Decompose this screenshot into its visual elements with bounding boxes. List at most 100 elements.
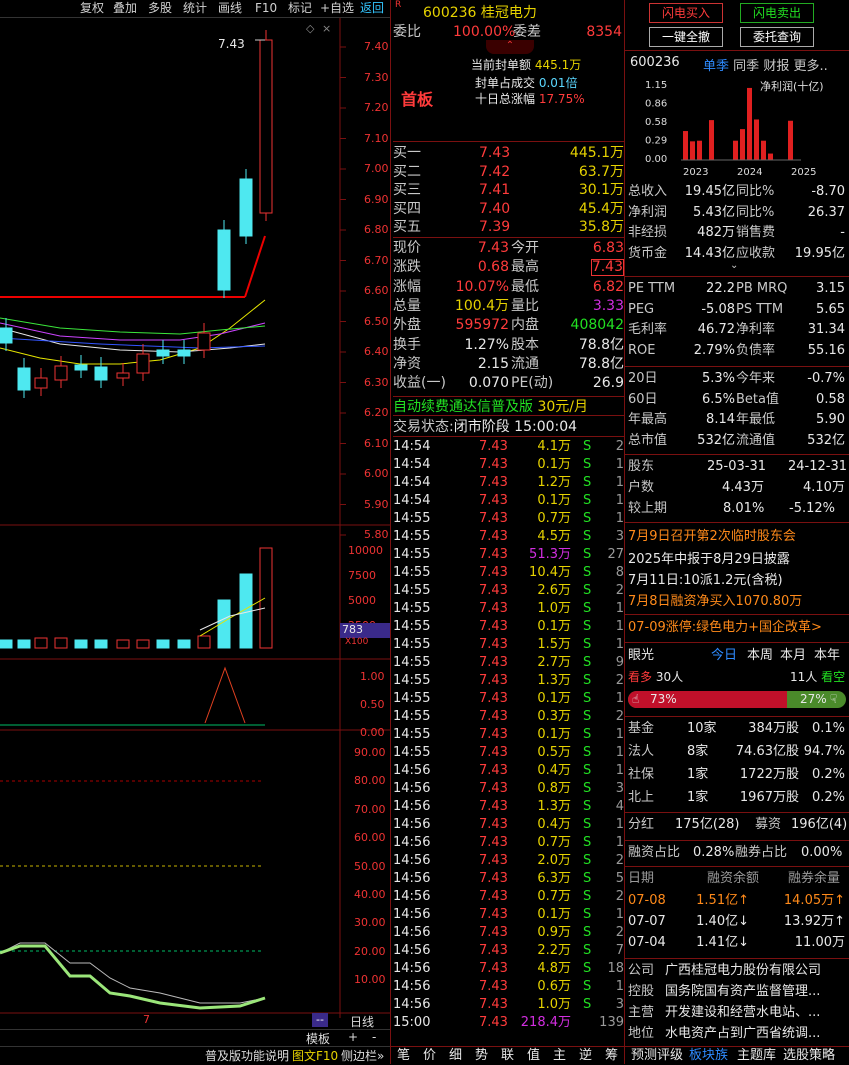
bid-row[interactable]: 买一 7.43 445.1万 [393,145,624,161]
indicator2-tick: 60.00 [354,831,386,845]
company-value[interactable]: 国务院国有资产监督管理... [665,984,821,999]
bottom-tab[interactable]: 主 [553,1048,567,1063]
news-item[interactable]: 7月8日融资净买入1070.80万 [628,594,803,609]
toolbar-draw[interactable]: 画线 [218,1,243,15]
candle [136,353,150,374]
indicator1-axis: 1.00 0.50 0.00 [360,670,385,739]
val-label: 负债率 [736,342,776,358]
svg-text:2025: 2025 [791,167,816,178]
template-button[interactable]: 模板 [306,1032,331,1046]
bid-row[interactable]: 买二 7.42 63.7万 [393,163,624,180]
tick-row: 14:56 7.43 1.0万 S 3 [393,997,624,1012]
bid-row[interactable]: 买三 7.41 30.1万 [393,182,624,198]
zoom-out-button[interactable]: - [372,1030,377,1044]
val-value: -5.08 [701,301,735,317]
tick-row: 14:54 7.43 1.2万 S 1 [393,475,624,490]
sector-link[interactable]: 板块族 [689,1048,729,1063]
rating-link[interactable]: 预测评级 [631,1048,684,1063]
val-value: 2.79% [693,342,735,358]
performance-table: 20日 5.3% 今年来 -0.7% 60日 6.5% Beta值 0.58 年最高 8.14 年最… [625,366,849,450]
toolbar-fuquan[interactable]: 复权 [80,1,105,15]
candle [17,367,31,391]
volume-unit: X100 [345,637,369,647]
bottom-tab[interactable]: 细 [449,1048,463,1063]
toolbar-f10[interactable]: F10 [255,1,278,15]
expand-icon[interactable]: ⌄ [730,260,739,271]
collapse-up-icon[interactable]: ⌃ [486,40,534,54]
bottom-tab[interactable]: 价 [423,1048,437,1063]
profit-tick: 0.00 [645,154,667,165]
f10-link[interactable]: 图文F10 [292,1049,339,1063]
promo-banner[interactable]: 自动续费通达信普及版 30元/月 [393,396,624,416]
company-value[interactable]: 水电资产占到广西省统调... [665,1026,821,1041]
tab-week[interactable]: 本周 [747,648,774,663]
news-item[interactable]: 7月11日:10派1.2元(含税) [628,573,783,588]
feature-help-link[interactable]: 普及版功能说明 [205,1049,290,1063]
sidebar-toggle[interactable]: 侧边栏» [341,1049,385,1063]
tab-quarter[interactable]: 单季 [703,59,730,74]
profit-bar [788,120,793,160]
fin-code: 600236 [630,55,680,70]
volume-bar [136,639,150,649]
toolbar-stats[interactable]: 统计 [183,1,208,15]
tick-row: 14:55 7.43 1.0万 S 1 [393,601,624,616]
volume-bar [17,639,31,649]
tick-row: 14:55 7.43 0.1万 S 1 [393,619,624,634]
tab-today[interactable]: 今日 [711,648,738,663]
toolbar-overlay[interactable]: 叠加 [113,1,138,15]
volume-bar [0,639,13,649]
theme-link[interactable]: 主题库 [737,1048,777,1063]
bottom-tab[interactable]: 联 [501,1048,515,1063]
zoom-in-button[interactable]: + [348,1030,359,1044]
toolbar-add-watch[interactable]: +自选 [320,1,355,15]
toolbar-mark[interactable]: 标记 [288,1,313,15]
price-tick: 6.80 [364,223,389,236]
tab-yoy[interactable]: 同季 [733,59,760,74]
period-selector[interactable]: 日线 [350,1015,375,1029]
bottom-tab[interactable]: 逆 [579,1048,593,1063]
bottom-tab[interactable]: 值 [527,1048,541,1063]
tab-more[interactable]: 更多.. [793,59,828,74]
indicator2-tick: 40.00 [354,888,386,901]
tick-list[interactable]: 14:54 7.43 4.1万 S 2 14:54 7.43 0.1万 S 1 14:54 7.43 1… [393,438,624,1034]
chart-area[interactable]: 复权 叠加 多股 统计 画线 F10 标记 +自选 返回 ◇ × [0,0,390,1064]
cancel-all-button[interactable]: 一键全撤 [649,27,723,47]
perf-label: 今年来 [736,371,776,386]
toolbar-back[interactable]: 返回 [360,1,385,15]
thumbs-up-icon: ☝ [632,692,640,706]
profit-bar [690,141,695,160]
weibi-row: 委比 100.00% 委差 8354 [393,24,622,40]
news-item[interactable]: 7月9日召开第2次临时股东会 [628,529,796,544]
flash-buy-button[interactable]: 闪电买入 [649,3,723,23]
tab-month[interactable]: 本月 [780,648,807,663]
margin-balance: 1.51亿↑ [696,893,749,908]
flash-sell-button[interactable]: 闪电卖出 [740,3,814,23]
bottom-tab[interactable]: 笔 [397,1048,411,1063]
company-value[interactable]: 开发建设和经营水电站、... [665,1005,821,1020]
val-label: PS TTM [736,301,784,317]
strategy-link[interactable]: 选股策略 [783,1048,836,1063]
bottom-tabs: 笔价细势联值主逆筹 [391,1046,624,1064]
news-item[interactable]: 2025年中报于8月29日披露 [628,552,790,567]
toolbar-multi[interactable]: 多股 [148,1,173,15]
institution-table: 基金 10家 384万股 0.1% 法人 8家 74.63亿股 94.7% 社保 1家 1722万股… [625,716,849,812]
tab-year[interactable]: 本年 [814,648,841,663]
company-value[interactable]: 广西桂冠电力股份有限公司 [665,963,822,978]
tick-row: 14:55 7.43 4.5万 S 3 [393,529,624,544]
bid-row[interactable]: 买四 7.40 45.4万 [393,200,624,217]
tab-report[interactable]: 财报 [763,59,790,74]
val-label: ROE [628,342,656,358]
quote-row: 涨幅 10.07% 最低 6.82 [393,278,624,295]
limit-up-reason[interactable]: 07-09涨停:绿色电力+国企改革> [625,614,849,640]
fin-value: 19.45亿 [684,184,735,199]
fin-tabs: 单季 同季 财报 更多.. [703,55,828,74]
order-query-button[interactable]: 委托查询 [740,27,814,47]
profit-bar [709,120,714,160]
volume-bar [177,639,191,649]
tick-row: 14:56 7.43 4.8万 S 18 [393,961,624,976]
bottom-tab[interactable]: 筹 [605,1048,619,1063]
bid-row[interactable]: 买五 7.39 35.8万 [393,219,624,235]
val-label: 毛利率 [628,322,668,337]
inst-amount: 1967万股 [739,790,799,805]
bottom-tab[interactable]: 势 [475,1048,489,1063]
